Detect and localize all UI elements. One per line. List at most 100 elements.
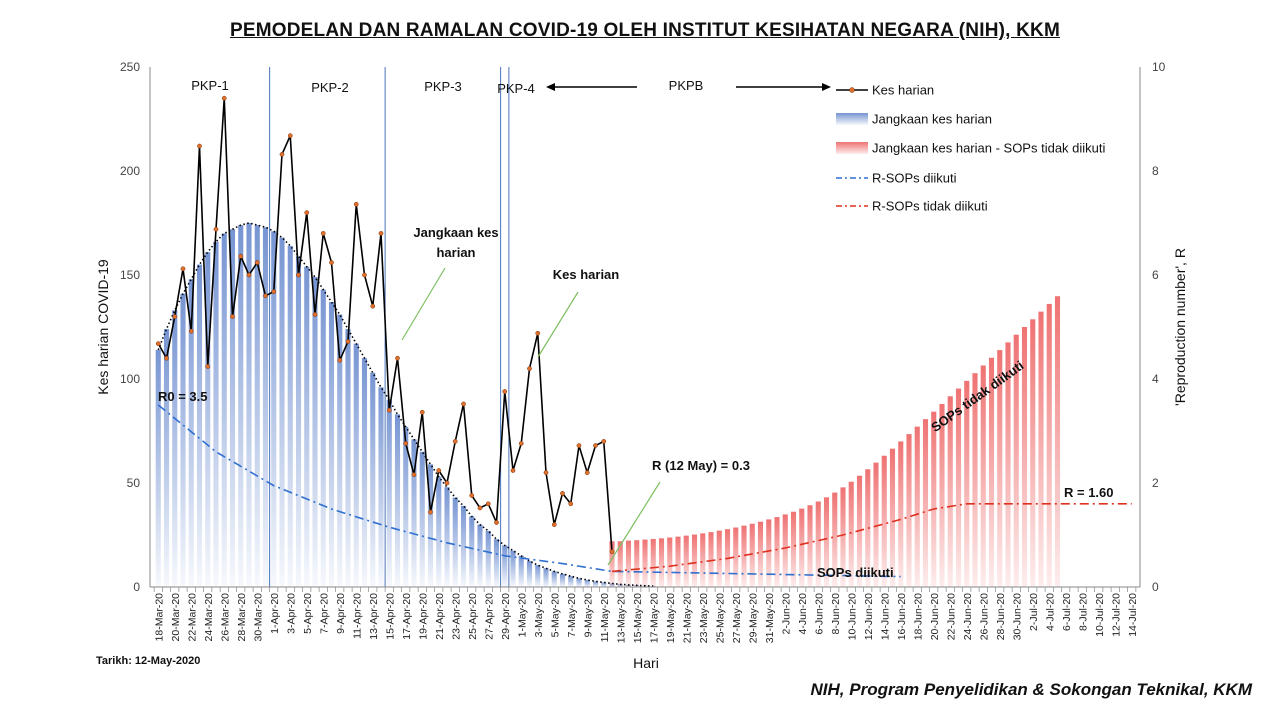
bar-jangkaan [262, 227, 269, 587]
y-tick-label: 0 [133, 580, 140, 594]
annotation-r-may-pointer [607, 481, 661, 566]
bar-jangkaan [378, 387, 384, 587]
bar-jangkaan [510, 550, 516, 587]
x-tick-label: 10-Jun-20 [846, 593, 858, 640]
x-tick-label: 17-May-20 [648, 593, 660, 643]
bar-jangkaan-sops-tidak [683, 535, 689, 587]
kes-harian-point [370, 303, 376, 309]
kes-harian-point [436, 468, 442, 473]
bar-jangkaan [502, 545, 508, 587]
bar-jangkaan [411, 439, 417, 587]
legend-swatch-jangkaan [836, 113, 868, 125]
date-note: Tarikh: 12-May-2020 [96, 655, 201, 667]
bar-jangkaan-sops-tidak [667, 537, 673, 587]
x-tick-label: 21-May-20 [681, 593, 693, 643]
x-tick-label: 7-May-20 [566, 593, 578, 638]
phase-label-pkpb: PKPB [669, 78, 704, 93]
legend-label: R-SOPs diikuti [872, 171, 957, 186]
bar-jangkaan [485, 530, 491, 587]
x-tick-label: 13-May-20 [615, 593, 627, 643]
x-tick-label: 10-Jul-20 [1094, 593, 1106, 637]
pkpb-arrowhead-right [822, 83, 831, 91]
x-tick-label: 9-May-20 [582, 593, 594, 638]
x-tick-label: 7-Apr-20 [318, 593, 330, 634]
x-tick-label: 6-Jun-20 [813, 593, 825, 635]
bar-jangkaan-sops-tidak [700, 533, 706, 587]
x-tick-label: 30-Mar-20 [252, 593, 264, 642]
bar-jangkaan-sops-tidak [972, 373, 978, 587]
bar-jangkaan-sops-tidak [691, 534, 698, 587]
bar-jangkaan [535, 565, 541, 587]
bar-jangkaan [526, 561, 533, 587]
x-tick-label: 14-Jul-20 [1127, 593, 1139, 637]
bar-jangkaan-sops-tidak [823, 497, 830, 587]
bar-jangkaan [155, 349, 161, 587]
bar-jangkaan [394, 414, 401, 587]
bar-jangkaan [196, 264, 203, 587]
bar-jangkaan [213, 241, 219, 587]
x-tick-label: 22-Jun-20 [945, 593, 957, 640]
bar-jangkaan-sops-tidak [634, 540, 640, 587]
bar-jangkaan [576, 578, 582, 587]
x-tick-label: 12-Jun-20 [863, 593, 875, 640]
bar-jangkaan [452, 497, 458, 587]
x-tick-label: 4-Jul-20 [1044, 593, 1056, 631]
bar-jangkaan-sops-tidak [848, 481, 854, 587]
x-tick-label: 26-Jun-20 [978, 593, 990, 640]
x-tick-label: 28-Jun-20 [995, 593, 1007, 640]
kes-harian-point [568, 501, 574, 507]
bar-jangkaan [419, 451, 425, 587]
x-tick-label: 16-Jun-20 [896, 593, 908, 640]
x-tick-label: 22-Mar-20 [186, 593, 198, 642]
kes-harian-point [246, 272, 252, 278]
phase-label-pkp-4: PKP-4 [497, 81, 535, 96]
kes-harian-point [197, 143, 202, 149]
bar-jangkaan [205, 252, 211, 587]
kes-harian-point [510, 468, 516, 473]
bar-jangkaan [172, 310, 178, 587]
kes-harian-point [345, 339, 351, 344]
bar-jangkaan [568, 576, 574, 587]
bar-jangkaan [436, 476, 442, 587]
x-tick-label: 21-Apr-20 [434, 593, 446, 640]
chart-title: PEMODELAN DAN RAMALAN COVID-19 OLEH INST… [230, 20, 1060, 41]
annotation-jangkaan-pointer [401, 267, 446, 341]
y-tick-label: 150 [120, 268, 140, 282]
bar-jangkaan-sops-tidak [988, 357, 995, 587]
kes-harian-point [304, 210, 310, 215]
legend-label: Jangkaan kes harian [872, 112, 992, 127]
x-tick-label: 29-May-20 [747, 593, 759, 643]
kes-harian-point [584, 470, 590, 475]
y-axis-title: Kes harian COVID-19 [95, 259, 111, 395]
x-tick-label: 3-May-20 [533, 593, 545, 638]
x-tick-label: 9-Apr-20 [335, 593, 347, 634]
bar-jangkaan-sops-tidak [1046, 303, 1052, 587]
bar-jangkaan-sops-tidak [881, 455, 887, 587]
kes-harian-point [353, 201, 359, 207]
bar-jangkaan-sops-tidak [658, 538, 665, 587]
bar-jangkaan-sops-tidak [642, 539, 648, 587]
bar-jangkaan [238, 225, 244, 587]
bar-jangkaan-sops-tidak [733, 527, 739, 587]
kes-harian-point [560, 491, 565, 496]
x-tick-label: 3-Apr-20 [285, 593, 297, 634]
annotation-jangkaan-line2: harian [436, 245, 475, 260]
x-tick-label: 24-Mar-20 [203, 593, 215, 642]
x-tick-label: 23-May-20 [698, 593, 710, 643]
bar-jangkaan [254, 225, 260, 587]
bar-jangkaan [559, 573, 566, 587]
bar-jangkaan [328, 302, 335, 587]
annotation-kes-harian: Kes harian [553, 267, 620, 282]
bar-jangkaan-sops-tidak [931, 411, 937, 587]
x-tick-label: 18-Mar-20 [153, 593, 165, 642]
pkpb-arrowhead-left [546, 83, 555, 91]
x-tick-label: 11-Apr-20 [351, 593, 363, 639]
y-tick-label: 50 [127, 476, 141, 490]
legend-swatch-jangkaan-sops-tidak [836, 142, 868, 154]
bar-jangkaan-sops-tidak [964, 380, 970, 587]
bar-jangkaan-sops-tidak [865, 469, 871, 587]
bar-jangkaan-sops-tidak [906, 434, 912, 587]
bar-jangkaan [469, 516, 475, 587]
y-right-tick-label: 8 [1152, 164, 1159, 178]
